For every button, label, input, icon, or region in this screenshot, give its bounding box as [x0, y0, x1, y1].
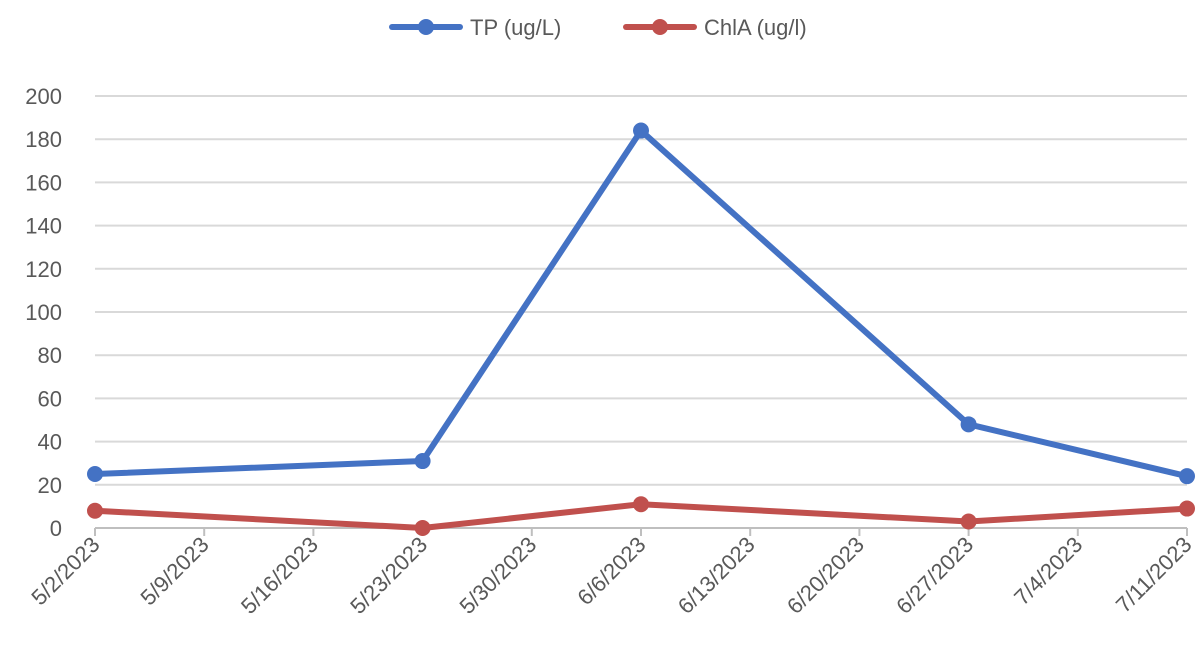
data-point-tp: [633, 122, 649, 139]
data-point-tp: [414, 453, 431, 470]
y-tick-label: 160: [25, 170, 62, 195]
x-tick-label: 6/27/2023: [891, 532, 978, 619]
x-tick-label: 7/11/2023: [1111, 532, 1196, 618]
x-tick-label: 7/4/2023: [1009, 532, 1087, 610]
x-axis-ticks: 5/2/2023 5/9/2023 5/16/2023 5/23/2023 5/30/2…: [26, 528, 1196, 619]
data-point-chla: [1179, 500, 1195, 517]
x-tick-label: 5/2/2023: [26, 532, 104, 610]
legend-marker-chla: [652, 19, 668, 35]
x-tick-label: 6/20/2023: [782, 532, 869, 619]
data-point-tp: [87, 466, 103, 482]
series-layer: [87, 122, 1195, 536]
data-point-chla: [960, 513, 977, 530]
y-tick-label: 120: [25, 257, 62, 282]
x-tick-label: 5/30/2023: [454, 532, 541, 619]
data-point-chla: [87, 502, 103, 519]
data-point-tp: [960, 416, 977, 433]
y-tick-label: 60: [38, 386, 62, 411]
y-tick-label: 200: [25, 84, 62, 109]
y-tick-label: 0: [50, 516, 62, 541]
legend-label-tp: TP (ug/L): [470, 15, 561, 40]
legend: TP (ug/L) ChlA (ug/l): [389, 15, 807, 40]
data-point-tp: [1179, 468, 1195, 485]
x-tick-label: 5/23/2023: [345, 532, 432, 619]
legend-label-chla: ChlA (ug/l): [704, 15, 807, 40]
y-tick-label: 100: [25, 300, 62, 325]
legend-marker-tp: [418, 19, 434, 35]
x-tick-label: 6/13/2023: [673, 532, 760, 619]
x-tick-label: 5/9/2023: [136, 532, 214, 610]
y-tick-label: 180: [25, 127, 62, 152]
y-tick-label: 140: [25, 214, 62, 239]
y-tick-label: 20: [38, 473, 62, 498]
y-axis-ticks: 0 20 40 60 80 100 120 140 160 180 200: [25, 84, 62, 541]
y-tick-label: 40: [38, 430, 62, 455]
data-point-chla: [414, 520, 431, 536]
x-tick-label: 5/16/2023: [236, 532, 323, 619]
x-tick-label: 6/6/2023: [572, 532, 650, 610]
y-tick-label: 80: [38, 343, 62, 368]
data-point-chla: [633, 496, 649, 513]
gridlines: [95, 95, 1187, 529]
